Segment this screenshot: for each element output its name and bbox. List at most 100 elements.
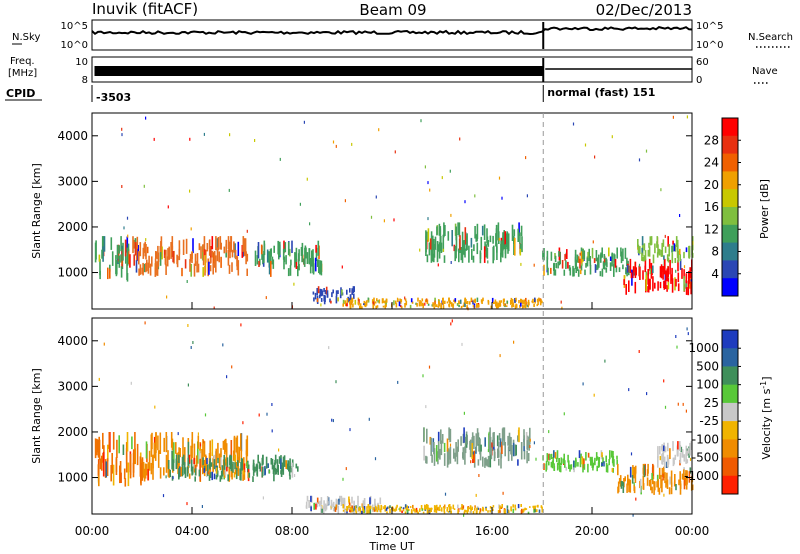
scatter-echo: [152, 463, 154, 480]
scatter-echo: [432, 235, 434, 251]
scatter-echo: [323, 500, 325, 508]
scatter-echo: [373, 297, 375, 303]
scatter-echo: [628, 265, 630, 276]
scatter-echo: [686, 450, 688, 456]
scatter-echo: [377, 300, 379, 303]
scatter-echo: [153, 442, 156, 459]
scatter-echo: [677, 283, 680, 292]
scatter-echo: [196, 261, 198, 273]
scatter-echo: [520, 299, 523, 303]
scatter-echo: [108, 432, 111, 449]
scatter-echo: [652, 463, 654, 474]
scatter-echo: [350, 508, 353, 511]
scatter-echo: [459, 235, 461, 250]
scatter-echo: [319, 260, 322, 275]
sparse-echo: [474, 194, 476, 198]
scatter-echo: [469, 506, 472, 510]
sparse-echo: [584, 143, 587, 147]
scatter-echo: [642, 270, 644, 280]
scatter-echo: [521, 304, 524, 309]
scatter-echo: [357, 501, 359, 509]
scatter-echo: [597, 257, 599, 270]
scatter-echo: [165, 264, 167, 275]
scatter-echo: [305, 501, 308, 509]
sparse-echo: [526, 194, 528, 198]
scatter-echo: [579, 457, 582, 468]
sparse-echo: [592, 240, 594, 244]
colorbar-segment: [722, 439, 738, 459]
scatter-echo: [550, 267, 552, 274]
scatter-echo: [594, 264, 597, 273]
scatter-echo: [661, 467, 664, 477]
scatter-echo: [438, 506, 440, 511]
scatter-echo: [559, 466, 562, 473]
scatter-echo: [603, 254, 606, 259]
scatter-echo: [129, 254, 131, 268]
scatter-echo: [399, 509, 402, 512]
scatter-echo: [362, 502, 365, 511]
scatter-echo: [629, 479, 632, 493]
sparse-echo: [172, 476, 174, 480]
colorbar-segment: [722, 171, 738, 190]
scatter-echo: [141, 267, 143, 275]
sparse-echo: [342, 477, 344, 481]
sparse-echo: [240, 323, 242, 327]
scatter-echo: [573, 460, 575, 470]
scatter-echo: [197, 435, 200, 449]
scatter-echo: [201, 449, 203, 468]
scatter-echo: [425, 298, 428, 302]
scatter-echo: [233, 241, 235, 253]
scatter-echo: [521, 508, 523, 513]
scatter-echo: [440, 440, 443, 456]
scatter-echo: [157, 245, 159, 259]
sparse-echo: [199, 443, 202, 447]
scatter-echo: [133, 254, 135, 266]
scatter-echo: [676, 239, 679, 247]
scatter-echo: [656, 481, 658, 488]
scatter-echo: [203, 249, 206, 256]
scatter-echo: [369, 506, 371, 510]
sparse-echo: [424, 165, 426, 169]
scatter-echo: [499, 510, 501, 513]
scatter-echo: [486, 459, 488, 467]
scatter-echo: [342, 303, 344, 307]
scatter-echo: [608, 247, 610, 257]
scatter-echo: [419, 508, 421, 512]
sparse-echo: [192, 341, 194, 344]
scatter-echo: [525, 297, 527, 302]
scatter-echo: [225, 438, 227, 453]
scatter-echo: [404, 504, 407, 508]
scatter-echo: [473, 299, 475, 303]
scatter-echo: [225, 239, 228, 253]
scatter-echo: [685, 280, 687, 289]
scatter-echo: [97, 464, 100, 476]
scatter-echo: [496, 246, 498, 260]
scatter-echo: [133, 239, 135, 249]
sparse-echo: [186, 280, 188, 283]
scatter-echo: [686, 459, 689, 464]
scatter-echo: [168, 469, 170, 478]
scatter-echo: [349, 299, 352, 302]
scatter-echo: [362, 511, 364, 513]
scatter-echo: [657, 446, 659, 458]
sparse-echo: [427, 217, 429, 221]
scatter-echo: [503, 230, 505, 245]
scatter-echo: [665, 480, 667, 488]
scatter-echo: [401, 510, 403, 513]
scatter-echo: [210, 246, 212, 263]
scatter-echo: [94, 438, 97, 459]
scatter-echo: [115, 255, 117, 275]
scatter-echo: [404, 298, 407, 302]
sparse-echo: [664, 405, 667, 409]
scatter-echo: [504, 442, 506, 457]
scatter-echo: [218, 251, 220, 263]
sparse-echo: [98, 377, 100, 381]
scatter-echo: [691, 244, 694, 251]
scatter-echo: [577, 462, 579, 467]
scatter-echo: [648, 246, 651, 257]
scatter-echo: [656, 241, 658, 248]
scatter-echo: [194, 253, 197, 266]
scatter-echo: [657, 281, 659, 291]
scatter-echo: [668, 487, 671, 495]
